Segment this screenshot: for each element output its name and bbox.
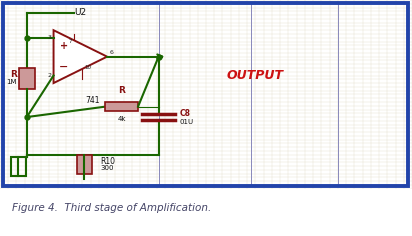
Text: 6: 6 — [109, 50, 113, 55]
Text: OUTPUT: OUTPUT — [227, 69, 284, 82]
Text: Figure 4.  Third stage of Amplification.: Figure 4. Third stage of Amplification. — [12, 203, 212, 213]
Text: R10: R10 — [101, 157, 115, 166]
Text: 2: 2 — [47, 73, 52, 78]
Text: 7: 7 — [68, 39, 72, 44]
Bar — [19, 68, 35, 89]
Text: +: + — [60, 41, 68, 51]
Text: 300: 300 — [101, 165, 114, 171]
Text: 01U: 01U — [179, 119, 193, 125]
Text: −: − — [59, 62, 68, 72]
Polygon shape — [54, 30, 107, 83]
Text: 10: 10 — [84, 65, 91, 71]
Bar — [77, 155, 92, 174]
Text: U2: U2 — [74, 8, 87, 17]
Text: 1M: 1M — [7, 79, 17, 85]
Text: R: R — [118, 86, 125, 95]
Bar — [105, 102, 138, 111]
Bar — [11, 157, 26, 176]
Text: C8: C8 — [179, 109, 190, 118]
Text: 3: 3 — [47, 35, 52, 40]
Text: R: R — [10, 70, 17, 79]
Text: 4k: 4k — [117, 116, 126, 122]
Text: 741: 741 — [85, 96, 100, 105]
